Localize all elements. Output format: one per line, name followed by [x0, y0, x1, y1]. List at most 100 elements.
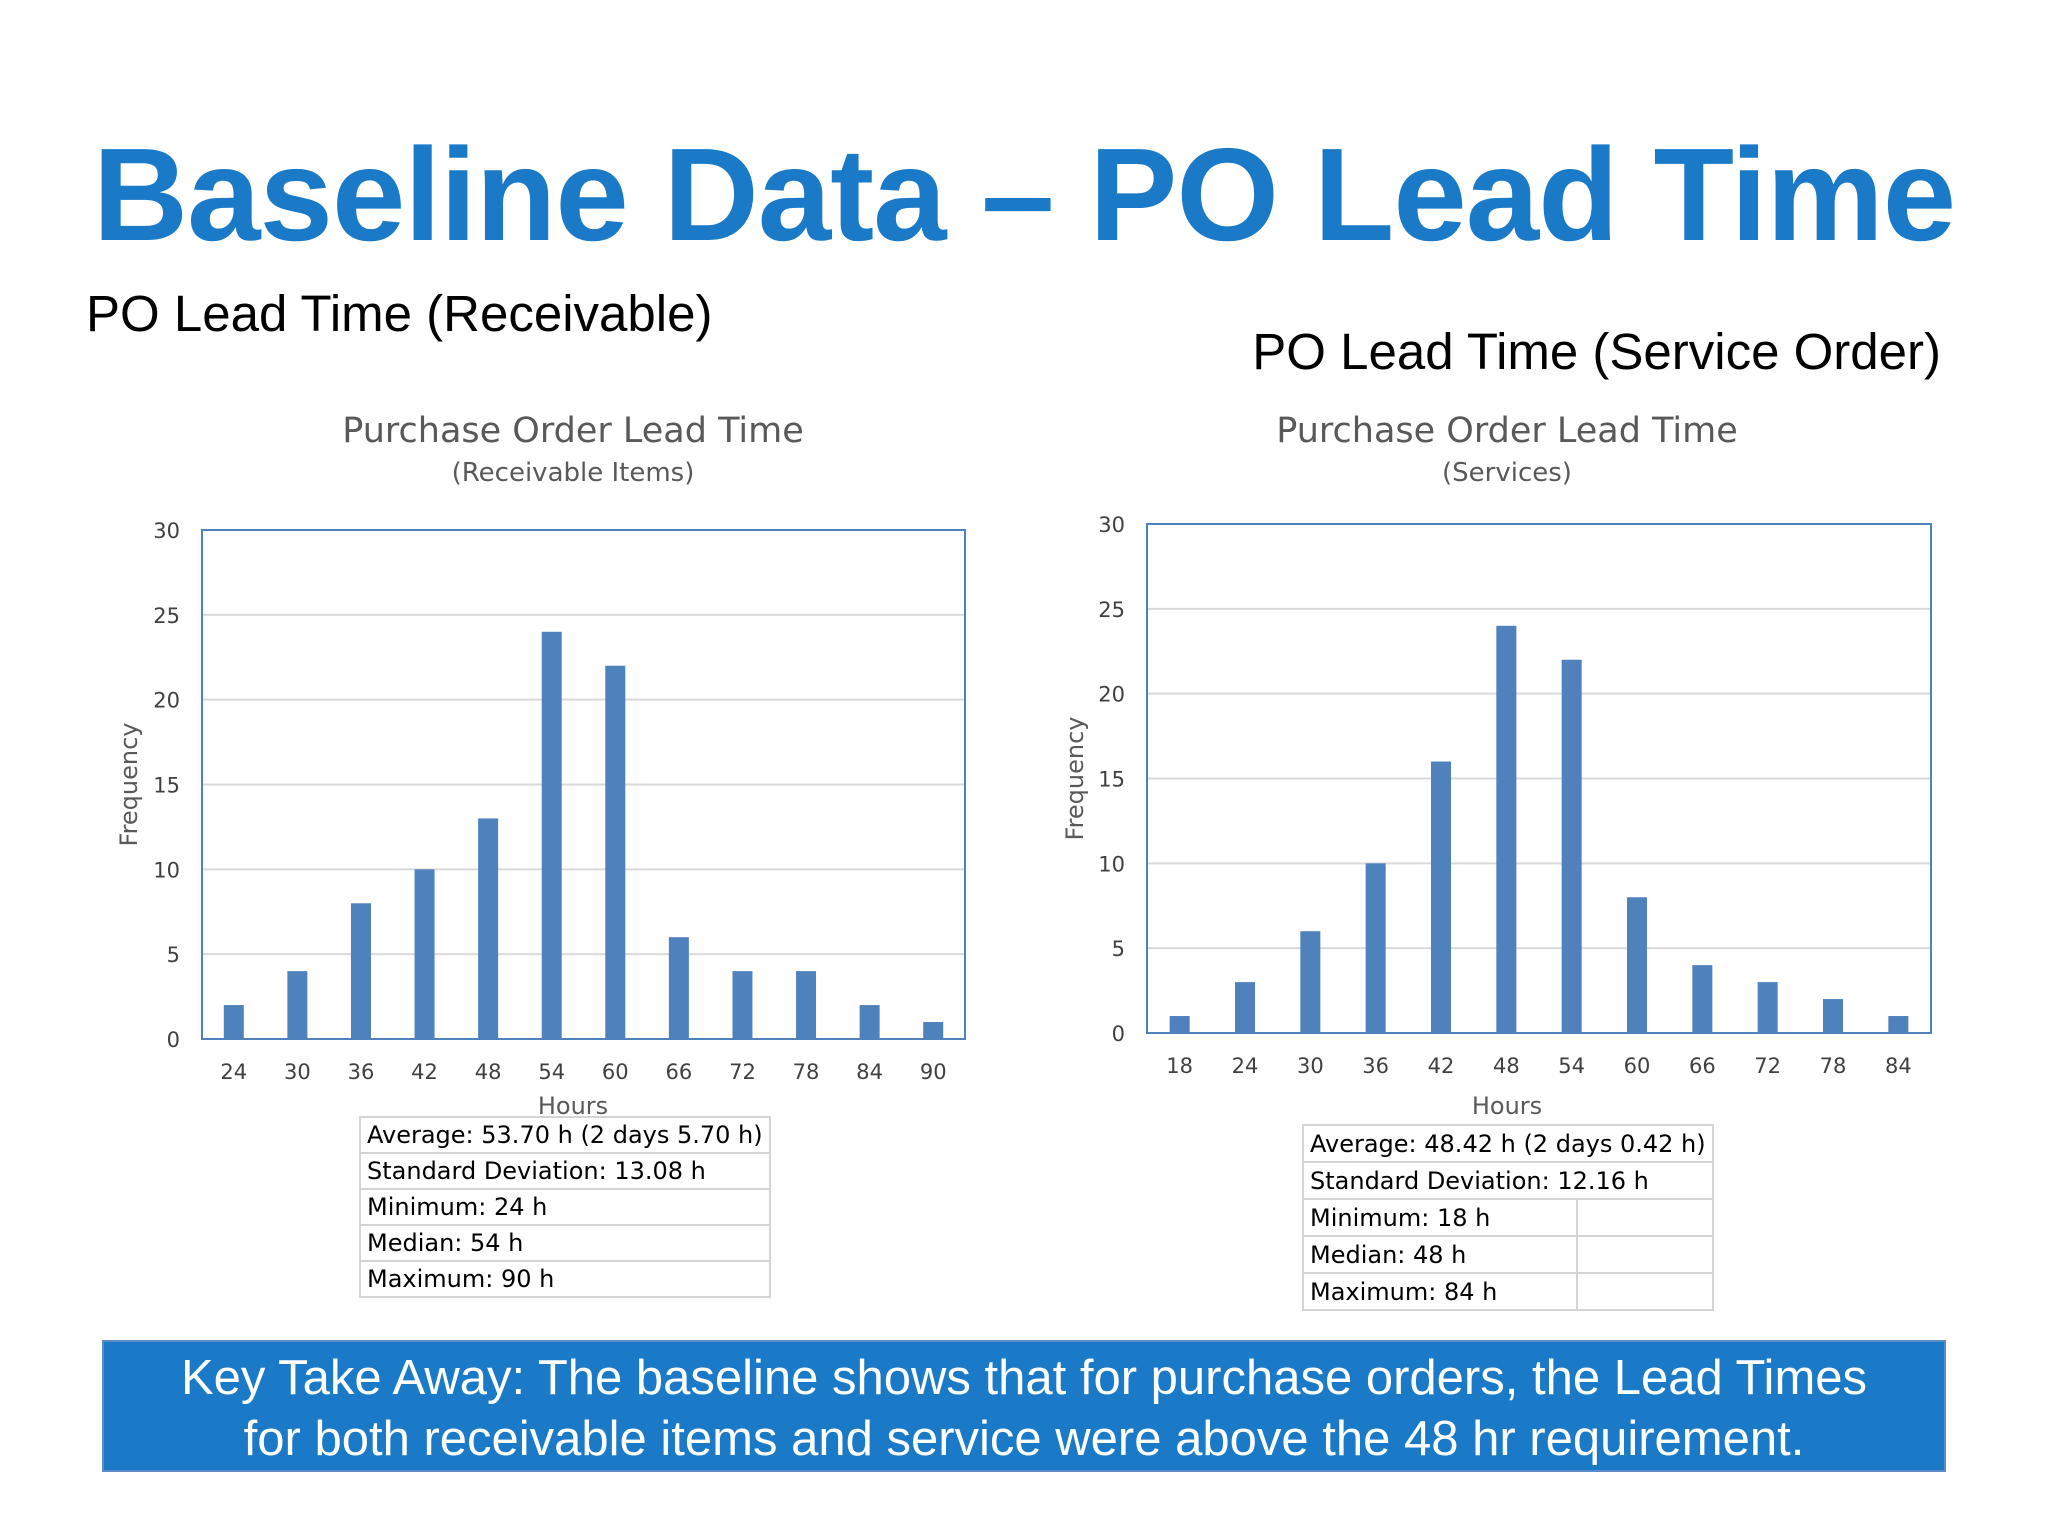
- stats-empty-cell: [1576, 1198, 1714, 1237]
- chart-title: Purchase Order Lead Time: [342, 411, 804, 451]
- y-tick-label: 25: [153, 604, 180, 628]
- x-tick-label: 42: [1428, 1054, 1455, 1078]
- x-tick-label: 54: [538, 1060, 565, 1084]
- stats-row: Median: 54 h: [359, 1224, 771, 1262]
- x-tick-label: 24: [1232, 1054, 1259, 1078]
- takeaway-line-1: Key Take Away: The baseline shows that f…: [180, 1351, 1868, 1405]
- bar: [1169, 1016, 1190, 1033]
- stats-table-services: Average: 48.42 h (2 days 0.42 h) Standar…: [1302, 1124, 1714, 1311]
- stats-minimum: Minimum: 24 h: [359, 1188, 771, 1226]
- y-tick-label: 5: [167, 943, 180, 967]
- y-axis-label: Frequency: [115, 723, 143, 847]
- stats-average: Average: 48.42 h (2 days 0.42 h): [1302, 1124, 1714, 1163]
- x-tick-label: 84: [1885, 1054, 1912, 1078]
- x-tick-label: 78: [793, 1060, 820, 1084]
- x-tick-label: 48: [475, 1060, 502, 1084]
- x-tick-label: 54: [1558, 1054, 1585, 1078]
- y-tick-label: 5: [1112, 937, 1125, 961]
- stats-std-dev: Standard Deviation: 13.08 h: [359, 1152, 771, 1190]
- x-tick-label: 90: [920, 1060, 947, 1084]
- bar: [732, 971, 753, 1039]
- stats-median: Median: 48 h: [1302, 1235, 1578, 1274]
- stats-row: Average: 53.70 h (2 days 5.70 h): [359, 1116, 771, 1154]
- x-tick-label: 66: [1689, 1054, 1716, 1078]
- y-tick-label: 15: [1098, 768, 1125, 792]
- y-tick-label: 0: [1112, 1022, 1125, 1046]
- y-tick-label: 30: [1098, 513, 1125, 537]
- stats-row: Maximum: 90 h: [359, 1260, 771, 1298]
- bar: [414, 869, 435, 1039]
- stats-maximum: Maximum: 84 h: [1302, 1272, 1578, 1311]
- stats-average: Average: 53.70 h (2 days 5.70 h): [359, 1116, 771, 1154]
- y-tick-label: 0: [167, 1028, 180, 1052]
- x-tick-label: 78: [1820, 1054, 1847, 1078]
- stats-row: Minimum: 24 h: [359, 1188, 771, 1226]
- y-tick-label: 20: [1098, 683, 1125, 707]
- bar: [796, 971, 817, 1039]
- takeaway-line-2: for both receivable items and service we…: [243, 1412, 1805, 1466]
- bar: [287, 971, 308, 1039]
- bar: [1692, 965, 1713, 1033]
- x-tick-label: 36: [1362, 1054, 1389, 1078]
- x-tick-label: 60: [1624, 1054, 1651, 1078]
- chart-subtitle: (Receivable Items): [452, 458, 695, 488]
- y-axis-label: Frequency: [1061, 717, 1089, 841]
- chart-title: Purchase Order Lead Time: [1276, 411, 1738, 451]
- x-axis-label: Hours: [538, 1092, 608, 1120]
- x-tick-label: 36: [348, 1060, 375, 1084]
- bar: [605, 665, 626, 1039]
- slide-title: Baseline Data – PO Lead Time: [92, 121, 1956, 268]
- y-tick-label: 15: [153, 774, 180, 798]
- bar: [1627, 897, 1647, 1033]
- stats-empty-cell: [1576, 1235, 1714, 1274]
- bar: [541, 631, 562, 1039]
- bar: [1300, 931, 1321, 1033]
- stats-row: Standard Deviation: 13.08 h: [359, 1152, 771, 1190]
- stats-minimum: Minimum: 18 h: [1302, 1198, 1578, 1237]
- bar: [478, 818, 499, 1039]
- stats-row: Maximum: 84 h: [1302, 1272, 1714, 1311]
- x-tick-label: 42: [411, 1060, 438, 1084]
- x-tick-label: 84: [856, 1060, 883, 1084]
- chart-receivable: Purchase Order Lead Time (Receivable Item…: [115, 411, 966, 1120]
- stats-row: Median: 48 h: [1302, 1235, 1714, 1274]
- stats-median: Median: 54 h: [359, 1224, 771, 1262]
- plot-area-border: [201, 529, 966, 1040]
- x-axis-label: Hours: [1472, 1092, 1542, 1120]
- y-tick-label: 10: [153, 858, 180, 882]
- section-label-service-order: PO Lead Time (Service Order): [1252, 323, 1941, 380]
- x-tick-label: 24: [220, 1060, 247, 1084]
- key-takeaway-box: Key Take Away: The baseline shows that f…: [102, 1340, 1946, 1472]
- y-tick-label: 20: [153, 689, 180, 713]
- stats-table-receivable: Average: 53.70 h (2 days 5.70 h) Standar…: [359, 1116, 771, 1298]
- bar: [223, 1005, 244, 1039]
- plot-area-border: [1146, 523, 1932, 1034]
- section-label-receivable: PO Lead Time (Receivable): [86, 285, 713, 342]
- x-tick-label: 60: [602, 1060, 629, 1084]
- y-tick-label: 10: [1098, 852, 1125, 876]
- stats-maximum: Maximum: 90 h: [359, 1260, 771, 1298]
- y-tick-label: 30: [153, 519, 180, 543]
- bar: [1757, 982, 1778, 1033]
- bar: [1496, 625, 1517, 1033]
- bar: [1888, 1016, 1909, 1033]
- stats-row: Standard Deviation: 12.16 h: [1302, 1161, 1714, 1200]
- x-tick-label: 30: [284, 1060, 311, 1084]
- stats-row: Minimum: 18 h: [1302, 1198, 1714, 1237]
- chart-subtitle: (Services): [1442, 458, 1572, 488]
- bar: [1235, 982, 1255, 1033]
- bar: [668, 937, 689, 1039]
- stats-empty-cell: [1576, 1272, 1714, 1311]
- x-tick-label: 72: [1754, 1054, 1781, 1078]
- x-tick-label: 66: [666, 1060, 693, 1084]
- y-tick-label: 25: [1098, 598, 1125, 622]
- x-tick-label: 30: [1297, 1054, 1324, 1078]
- x-tick-label: 18: [1166, 1054, 1193, 1078]
- bar: [923, 1022, 944, 1039]
- bar: [1365, 863, 1386, 1033]
- bar: [1823, 999, 1843, 1033]
- chart-services: Purchase Order Lead Time (Services) 0 5 10 15…: [1061, 411, 1932, 1120]
- bar: [1561, 659, 1582, 1033]
- stats-row: Average: 48.42 h (2 days 0.42 h): [1302, 1124, 1714, 1163]
- bar: [859, 1005, 880, 1039]
